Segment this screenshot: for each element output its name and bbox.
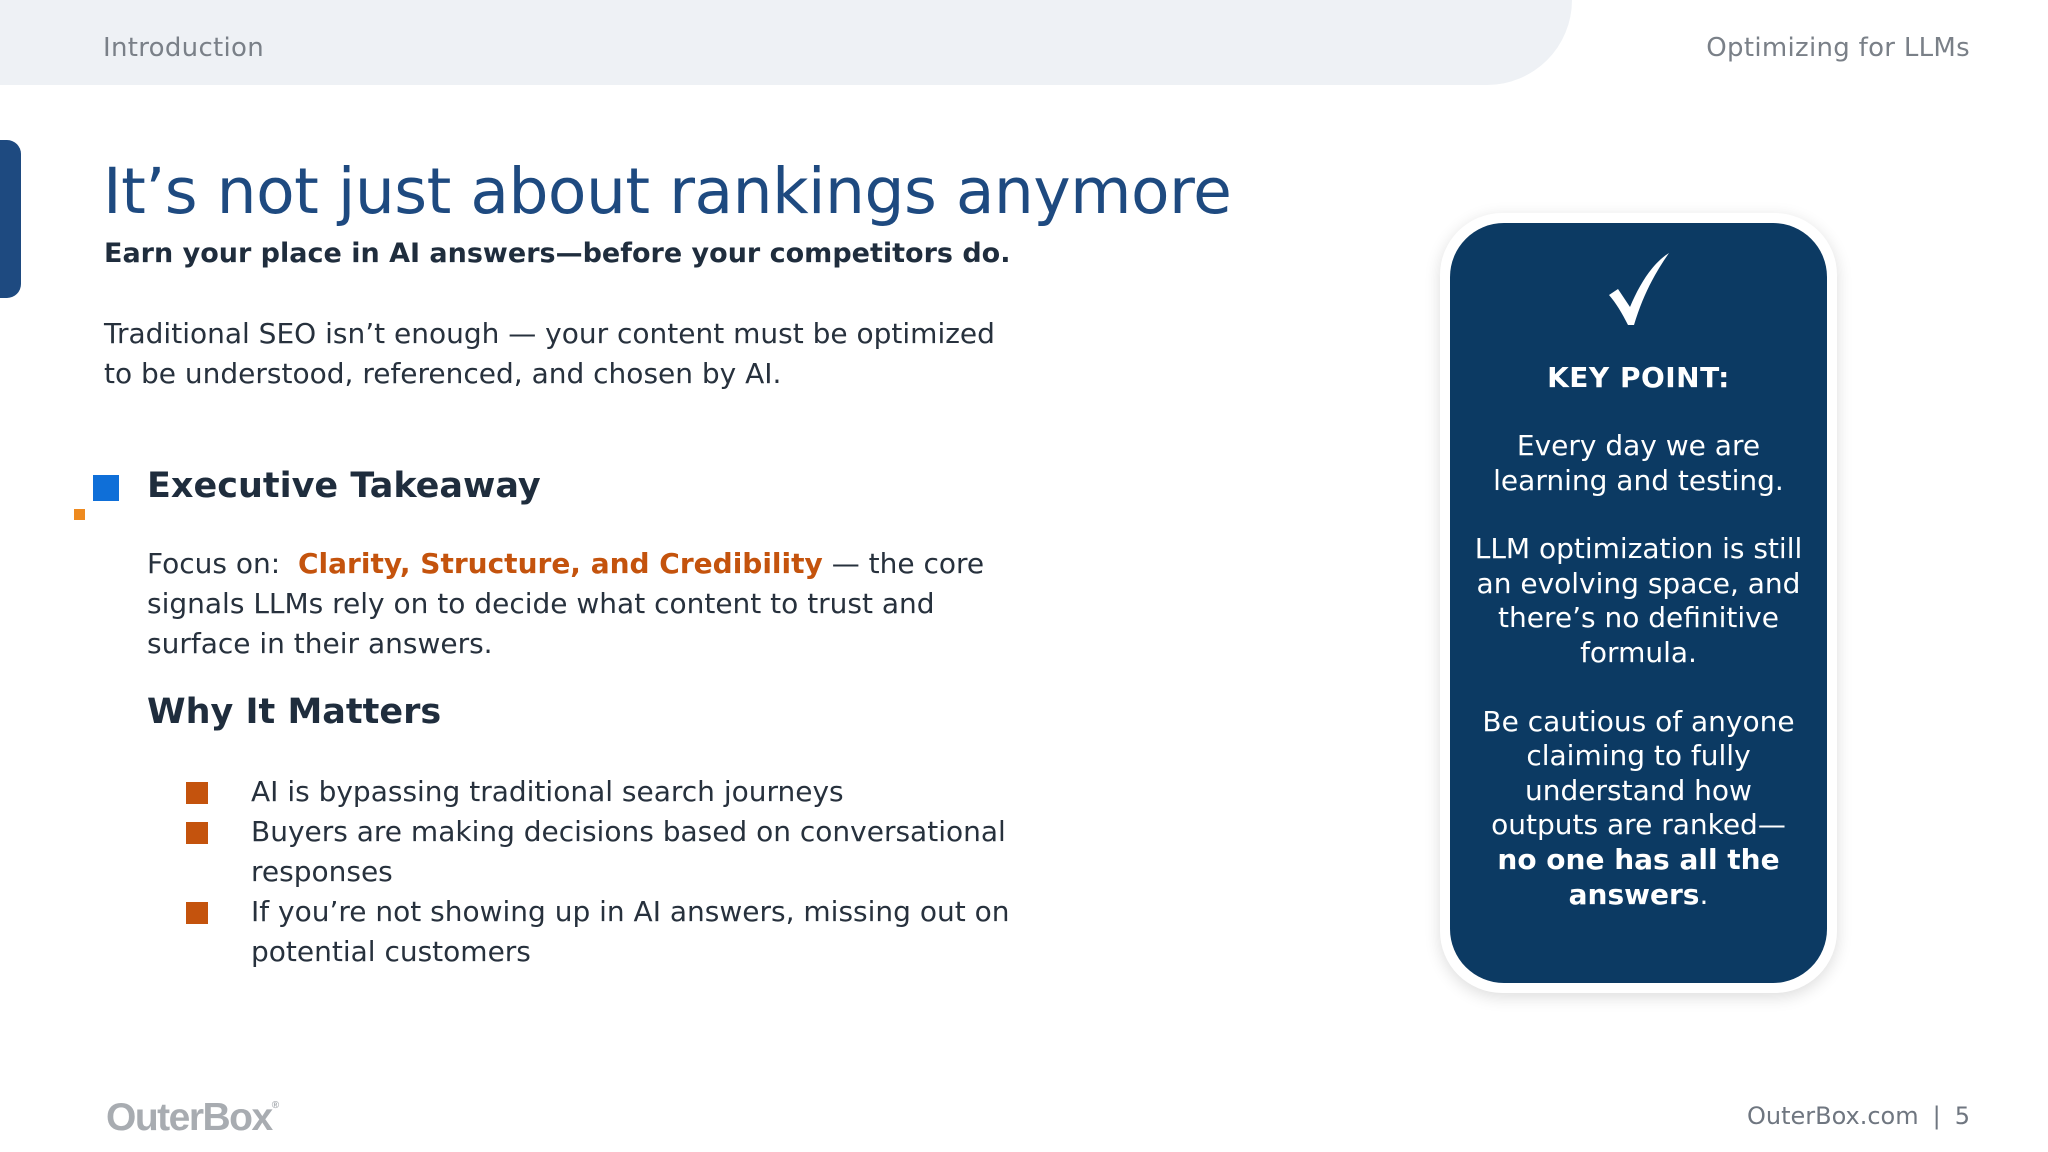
outerbox-logo: OuterBox® [106, 1096, 279, 1140]
why-it-matters-list: AI is bypassing traditional search journ… [186, 772, 1026, 972]
slide-subtitle: Earn your place in AI answers—before you… [104, 238, 1011, 269]
logo-registered-mark: ® [271, 1100, 280, 1111]
key-point-paragraph-3-lead: Be cautious of anyone claiming to fully … [1482, 704, 1795, 842]
focus-suffix: — the core signals LLMs rely on to decid… [147, 547, 985, 660]
executive-takeaway-heading: Executive Takeaway [147, 466, 541, 506]
bullet-square-icon [186, 782, 208, 804]
focus-paragraph: Focus on: Clarity, Structure, and Credib… [147, 544, 1027, 664]
footer-info: OuterBox.com | 5 [1747, 1102, 1970, 1130]
logo-text: OuterBox [106, 1096, 273, 1139]
key-point-label: KEY POINT: [1547, 361, 1730, 394]
orange-square-marker [74, 509, 85, 520]
section-label: Introduction [103, 33, 265, 63]
list-item: Buyers are making decisions based on con… [186, 812, 1026, 892]
left-accent-tab [0, 140, 21, 298]
footer-site: OuterBox.com [1746, 1102, 1919, 1130]
list-item: AI is bypassing traditional search journ… [186, 772, 1026, 812]
list-item: If you’re not showing up in AI answers, … [186, 892, 1026, 972]
list-item-text: AI is bypassing traditional search journ… [251, 775, 844, 808]
bullet-square-icon [186, 822, 208, 844]
header-band [0, 0, 1572, 85]
focus-prefix: Focus on: [147, 547, 281, 580]
focus-highlight: Clarity, Structure, and Credibility [298, 547, 823, 580]
key-point-paragraph-2: LLM optimization is still an evolving sp… [1474, 532, 1803, 669]
key-point-paragraph-3-end: . [1699, 877, 1709, 911]
footer-separator: | [1932, 1102, 1941, 1130]
key-point-card: KEY POINT: Every day we are learning and… [1450, 223, 1827, 983]
list-item-text: If you’re not showing up in AI answers, … [251, 895, 1010, 968]
checkmark-icon [1450, 251, 1827, 341]
list-item-text: Buyers are making decisions based on con… [251, 815, 1006, 888]
why-it-matters-heading: Why It Matters [147, 692, 442, 732]
key-point-emphasis: no one has all the answers [1497, 842, 1780, 911]
page-number: 5 [1954, 1102, 1970, 1130]
key-point-paragraph-1: Every day we are learning and testing. [1493, 429, 1784, 497]
deck-title: Optimizing for LLMs [1706, 33, 1970, 63]
slide-title: It’s not just about rankings anymore [103, 155, 1232, 228]
key-point-paragraph-3: Be cautious of anyone claiming to fully … [1472, 705, 1805, 913]
bullet-square-icon [186, 902, 208, 924]
blue-square-marker [93, 475, 119, 501]
intro-paragraph: Traditional SEO isn’t enough — your cont… [104, 317, 995, 390]
key-point-body: Every day we are learning and testing. L… [1472, 429, 1805, 946]
